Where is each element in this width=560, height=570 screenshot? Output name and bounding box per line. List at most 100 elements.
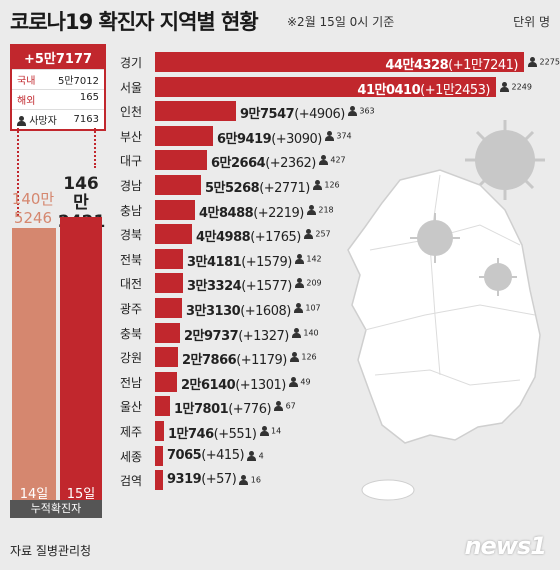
region-label: 경기 (119, 56, 143, 70)
region-deaths: 16 (239, 475, 261, 485)
region-deaths: 2275 (528, 57, 560, 67)
region-bar (155, 150, 207, 170)
jeju-island (361, 479, 415, 501)
region-bar (155, 298, 182, 318)
region-deaths: 218 (306, 205, 334, 215)
person-icon (306, 205, 316, 215)
region-value-label: 2만7866(+1179) (182, 353, 287, 368)
person-icon (291, 328, 301, 338)
day14-total-bar (12, 228, 56, 500)
person-icon (247, 451, 257, 461)
virus-icon-small (479, 258, 517, 296)
region-value-label: 9만7547(+4906) (240, 107, 345, 122)
deaths-value: 7163 (73, 114, 99, 125)
domestic-label: 국내 (17, 76, 36, 87)
region-label: 경북 (119, 228, 143, 242)
region-deaths: 374 (324, 131, 352, 141)
region-value-label: 7065(+415) (167, 448, 245, 463)
person-icon (324, 131, 334, 141)
day15-total-bar (60, 217, 102, 500)
person-icon (239, 475, 249, 485)
day14-total-line2: 5246 (13, 209, 53, 227)
region-label: 강원 (119, 351, 143, 365)
region-bar (155, 126, 213, 146)
source-label: 자료 질병관리청 (10, 544, 92, 558)
subtitle: ※2월 15일 0시 기준 (287, 15, 395, 29)
person-icon (312, 180, 322, 190)
region-value-label: 44만4328(+1만7241) (385, 58, 518, 73)
region-bar (155, 446, 163, 466)
region-label: 부산 (119, 130, 143, 144)
cumulative-label: 누적확진자 (10, 500, 102, 518)
region-deaths: 140 (291, 328, 319, 338)
region-deaths: 14 (259, 426, 281, 436)
region-bar (155, 347, 178, 367)
person-icon (347, 106, 357, 116)
region-deaths: 257 (303, 229, 331, 239)
region-label: 인천 (119, 105, 143, 119)
person-icon (294, 254, 304, 264)
person-icon (289, 352, 299, 362)
overseas-row: 해외 165 (12, 89, 104, 109)
region-bar (155, 224, 192, 244)
region-bar (155, 470, 163, 490)
region-deaths: 126 (312, 180, 340, 190)
region-bar (155, 396, 170, 416)
region-bar (155, 323, 180, 343)
overseas-value: 165 (79, 92, 99, 103)
region-deaths: 427 (318, 155, 346, 165)
region-bar (155, 52, 524, 72)
daily-summary-box: +5만7177 국내 5만7012 해외 165 사망자 7163 (10, 44, 106, 131)
person-icon (528, 57, 537, 67)
region-label: 울산 (119, 400, 143, 414)
person-icon (293, 303, 303, 313)
region-label: 광주 (119, 302, 143, 316)
unit-label: 단위 명 (513, 15, 550, 29)
region-label: 제주 (119, 425, 143, 439)
person-icon (500, 82, 509, 92)
region-deaths: 4 (247, 451, 264, 461)
person-icon (288, 377, 298, 387)
connector-right (94, 128, 96, 168)
region-deaths: 67 (274, 401, 296, 411)
region-value-label: 4만4988(+1765) (196, 230, 301, 245)
region-deaths: 2249 (500, 82, 532, 92)
region-label: 전남 (119, 376, 143, 390)
region-value-label: 2만6140(+1301) (181, 378, 286, 393)
region-value-label: 5만5268(+2771) (205, 181, 310, 196)
region-bar (155, 175, 201, 195)
day14-total-line1: 140만 (11, 190, 55, 208)
region-label: 대구 (119, 154, 143, 168)
news1-logo: news1 (464, 532, 547, 560)
region-deaths: 363 (347, 106, 375, 116)
overseas-label: 해외 (17, 96, 36, 107)
region-value-label: 3만3130(+1608) (186, 304, 291, 319)
region-deaths: 209 (294, 278, 322, 288)
region-label: 검역 (119, 474, 143, 488)
region-value-label: 6만9419(+3090) (217, 132, 322, 147)
region-label: 세종 (119, 450, 143, 464)
day14-total: 140만 5246 (10, 190, 56, 228)
region-value-label: 3만3324(+1577) (187, 279, 292, 294)
person-icon (318, 155, 328, 165)
region-bar (155, 249, 183, 269)
region-deaths: 126 (289, 352, 317, 362)
region-deaths: 107 (293, 303, 321, 313)
korea-mainland (347, 169, 541, 444)
person-icon (294, 278, 304, 288)
page-title: 코로나19 확진자 지역별 현황 (10, 10, 259, 34)
person-icon (303, 229, 313, 239)
region-value-label: 41만0410(+1만2453) (357, 83, 490, 98)
logo-text: news1 (464, 532, 547, 560)
deaths-row: 사망자 7163 (12, 109, 104, 129)
region-bar (155, 273, 183, 293)
virus-icon-large (465, 120, 545, 200)
region-value-label: 4만8488(+2219) (199, 206, 304, 221)
region-value-label: 1만7801(+776) (174, 402, 272, 417)
region-value-label: 6만2664(+2362) (211, 156, 316, 171)
region-label: 전북 (119, 253, 143, 267)
new-cases-total: +5만7177 (12, 46, 104, 69)
region-value-label: 1만746(+551) (168, 427, 257, 442)
korea-map (347, 120, 545, 501)
region-bar (155, 200, 195, 220)
